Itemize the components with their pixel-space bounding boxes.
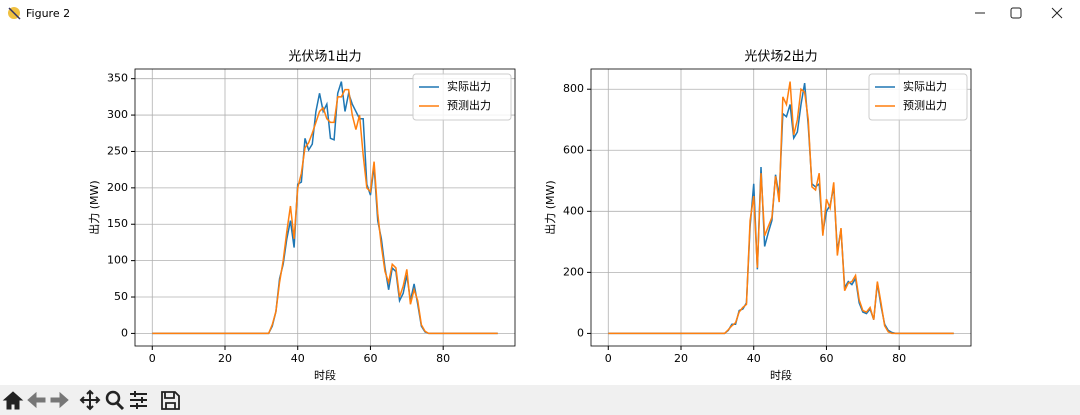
y-tick-label: 200: [107, 181, 128, 194]
plot-frame: [134, 68, 516, 347]
y-tick-label: 0: [121, 326, 128, 339]
legend-label: 实际出力: [447, 79, 491, 93]
legend: [868, 73, 968, 121]
y-tick-label: 0: [577, 326, 584, 339]
x-tick-label: 80: [436, 352, 450, 365]
close-button[interactable]: [1051, 7, 1063, 19]
y-tick-label: 50: [114, 290, 128, 303]
chart-title: 光伏场2出力: [744, 50, 817, 65]
x-tick-label: 40: [291, 352, 305, 365]
y-tick-label: 250: [107, 144, 128, 157]
y-tick-label: 350: [107, 72, 128, 85]
y-tick-label: 300: [107, 108, 128, 121]
y-tick-label: 800: [563, 82, 584, 95]
y-tick-label: 600: [563, 143, 584, 156]
x-axis-label: 时段: [314, 368, 336, 382]
toolbar: [0, 385, 1080, 415]
legend-label: 实际出力: [903, 79, 947, 93]
x-axis-label: 时段: [770, 368, 792, 382]
y-tick-label: 400: [563, 204, 584, 217]
forward-button[interactable]: [50, 391, 69, 409]
x-tick-label: 0: [605, 352, 612, 365]
legend-label: 预测出力: [903, 98, 947, 112]
chart-title: 光伏场1出力: [288, 50, 361, 65]
y-tick-label: 200: [563, 265, 584, 278]
x-tick-label: 80: [892, 352, 906, 365]
x-tick-label: 20: [218, 352, 232, 365]
series-line: [608, 81, 954, 335]
window-title: Figure 2: [26, 7, 70, 20]
y-tick-label: 100: [107, 254, 128, 267]
save-button[interactable]: [161, 391, 180, 410]
maximize-button[interactable]: [1010, 7, 1022, 19]
series-line: [152, 88, 498, 335]
x-tick-label: 60: [363, 352, 377, 365]
back-button[interactable]: [27, 391, 46, 409]
pan-button[interactable]: [79, 389, 101, 411]
plot-frame: [590, 68, 972, 347]
y-axis-label: 出力 (MW): [87, 180, 101, 234]
x-tick-label: 20: [674, 352, 688, 365]
home-button[interactable]: [2, 391, 24, 410]
legend-label: 预测出力: [447, 98, 491, 112]
configure-button[interactable]: [130, 391, 147, 409]
zoom-button[interactable]: [105, 390, 125, 411]
x-tick-label: 0: [149, 352, 156, 365]
y-axis-label: 出力 (MW): [543, 180, 557, 234]
title-bar: [0, 0, 1080, 28]
legend: [412, 73, 512, 121]
x-tick-label: 60: [819, 352, 833, 365]
y-tick-label: 150: [107, 217, 128, 230]
x-tick-label: 40: [747, 352, 761, 365]
app-icon: [8, 7, 21, 20]
